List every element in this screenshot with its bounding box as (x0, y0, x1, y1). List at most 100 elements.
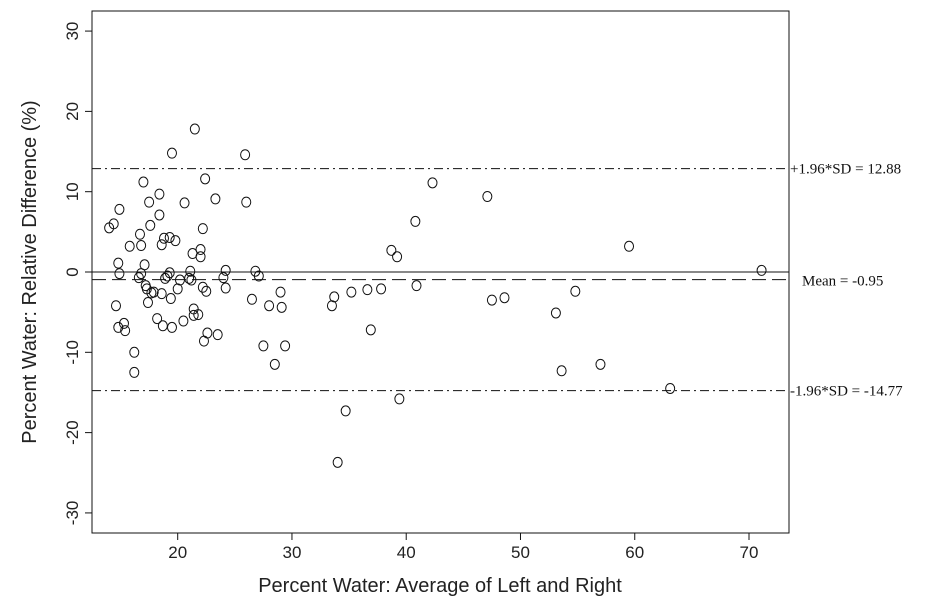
data-point (164, 267, 175, 279)
data-point (212, 329, 223, 341)
data-point (220, 282, 231, 294)
reference-label-mean: Mean = -0.95 (802, 274, 883, 290)
data-point (258, 340, 269, 352)
data-point (499, 292, 510, 304)
data-point (152, 313, 163, 325)
data-point (197, 223, 208, 235)
data-point (156, 239, 167, 251)
data-point (129, 346, 140, 358)
data-points (104, 123, 767, 468)
data-point (165, 293, 176, 305)
y-axis: -30 -20 -10 0 10 20 30 (63, 22, 92, 526)
data-point (362, 284, 373, 296)
y-tick-label: -10 (63, 340, 82, 365)
data-point (154, 209, 165, 221)
data-point (189, 123, 200, 135)
data-point (178, 315, 189, 327)
x-tick-label: 30 (282, 543, 301, 562)
reference-label-lower-loa: -1.96*SD = -14.77 (790, 384, 903, 400)
y-axis-title: Percent Water: Relative Difference (%) (19, 100, 41, 443)
data-point (275, 286, 286, 298)
data-point (410, 215, 421, 227)
data-point (148, 286, 159, 298)
data-point (136, 239, 147, 251)
data-point (665, 382, 676, 394)
data-point (157, 320, 168, 332)
data-point (394, 393, 405, 405)
data-point (186, 274, 197, 286)
data-point (386, 244, 397, 256)
data-point (550, 307, 561, 319)
data-point (118, 317, 129, 329)
reference-lines (92, 168, 789, 392)
data-point (113, 257, 124, 269)
x-tick-label: 70 (740, 543, 759, 562)
data-point (253, 270, 264, 282)
data-point (201, 285, 212, 297)
data-point (280, 340, 291, 352)
data-point (188, 309, 199, 321)
reference-line-labels: Mean = -0.95 +1.96*SD = 12.88 -1.96*SD = -… (790, 162, 903, 400)
x-tick-label: 60 (625, 543, 644, 562)
data-point (164, 231, 175, 243)
data-point (624, 240, 635, 252)
data-point (329, 291, 340, 303)
data-point (269, 358, 280, 370)
data-point (134, 228, 145, 240)
data-point (110, 300, 121, 312)
data-point (113, 321, 124, 333)
data-point (202, 327, 213, 339)
data-point (570, 285, 581, 297)
data-point (170, 235, 181, 247)
data-point (427, 177, 438, 189)
y-tick-label: 30 (63, 22, 82, 41)
data-point (166, 147, 177, 159)
data-point (392, 251, 403, 263)
data-point (114, 203, 125, 215)
data-point (240, 149, 251, 161)
data-point (179, 197, 190, 209)
x-tick-label: 20 (168, 543, 187, 562)
data-point (411, 280, 422, 292)
data-point (332, 456, 343, 468)
data-point (193, 309, 204, 321)
data-point (486, 294, 497, 306)
data-point (185, 265, 196, 277)
data-point (340, 405, 351, 417)
data-point (246, 293, 257, 305)
data-point (276, 301, 287, 313)
data-point (241, 196, 252, 208)
data-point (124, 240, 135, 252)
data-point (162, 270, 173, 282)
y-tick-label: -30 (63, 501, 82, 526)
data-point (120, 325, 131, 337)
data-point (129, 366, 140, 378)
data-point (142, 297, 153, 309)
x-axis-title: Percent Water: Average of Left and Right (258, 575, 622, 597)
data-point (197, 281, 208, 293)
data-point (195, 251, 206, 263)
data-point (482, 191, 493, 203)
data-point (756, 264, 767, 276)
data-point (158, 232, 169, 244)
data-point (144, 196, 155, 208)
reference-label-upper-loa: +1.96*SD = 12.88 (790, 162, 901, 178)
data-point (139, 259, 150, 271)
data-point (264, 300, 275, 312)
data-point (145, 219, 156, 231)
data-point (346, 286, 357, 298)
data-point (154, 188, 165, 200)
data-point (166, 321, 177, 333)
data-point (218, 272, 229, 284)
data-point (184, 272, 195, 284)
x-tick-label: 50 (511, 543, 530, 562)
data-point (595, 358, 606, 370)
y-tick-label: 10 (63, 182, 82, 201)
data-point (108, 218, 119, 230)
data-point (365, 324, 376, 336)
data-point (220, 264, 231, 276)
x-tick-label: 40 (397, 543, 416, 562)
data-point (114, 268, 125, 280)
x-axis: 20 30 40 50 60 70 (168, 533, 758, 562)
